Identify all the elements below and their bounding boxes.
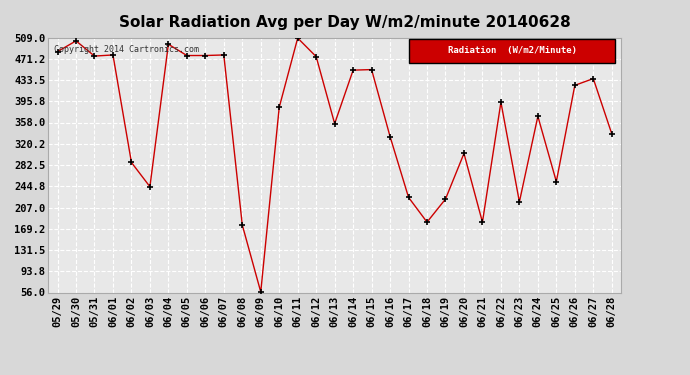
Text: Copyright 2014 Cartronics.com: Copyright 2014 Cartronics.com xyxy=(54,45,199,54)
FancyBboxPatch shape xyxy=(409,39,615,63)
Text: Radiation  (W/m2/Minute): Radiation (W/m2/Minute) xyxy=(448,46,577,56)
Text: Solar Radiation Avg per Day W/m2/minute 20140628: Solar Radiation Avg per Day W/m2/minute … xyxy=(119,15,571,30)
